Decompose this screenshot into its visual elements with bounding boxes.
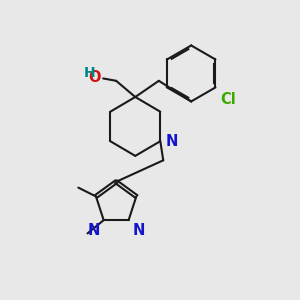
Text: O: O [88, 70, 101, 85]
Text: N: N [166, 134, 178, 149]
Text: Cl: Cl [221, 92, 236, 107]
Text: N: N [87, 223, 100, 238]
Text: N: N [133, 223, 145, 238]
Text: H: H [84, 66, 95, 80]
